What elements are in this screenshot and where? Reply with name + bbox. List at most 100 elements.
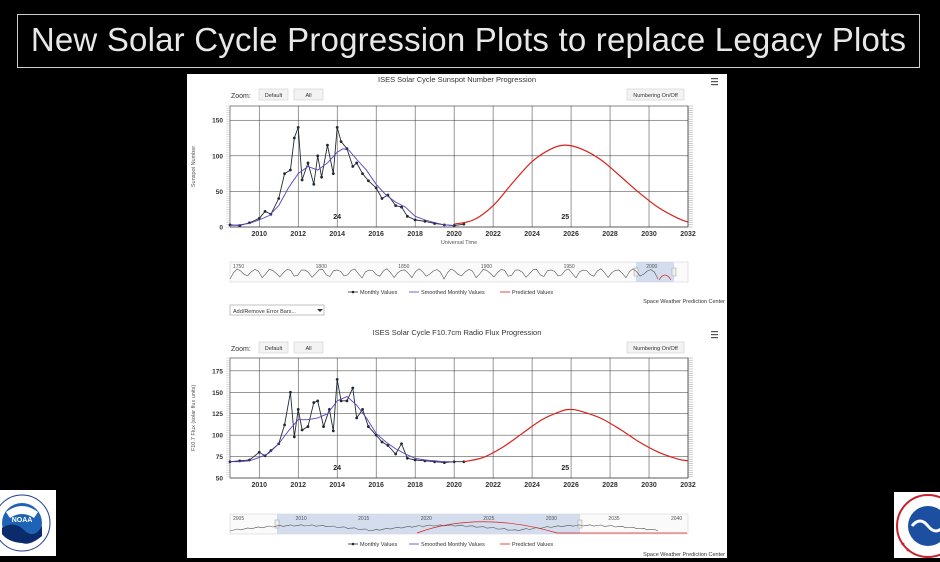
monthly-value-point[interactable] xyxy=(316,399,320,403)
monthly-value-point[interactable] xyxy=(306,161,310,165)
monthly-value-point[interactable] xyxy=(374,186,378,190)
x-tick-label: 2020 xyxy=(446,231,462,238)
y-tick-label: 100 xyxy=(212,153,223,160)
monthly-value-point[interactable] xyxy=(257,450,261,454)
monthly-value-point[interactable] xyxy=(289,390,292,394)
monthly-value-point[interactable] xyxy=(345,399,349,403)
monthly-value-point[interactable] xyxy=(312,401,316,404)
hamburger-menu-icon[interactable] xyxy=(711,78,718,86)
monthly-value-point[interactable] xyxy=(400,442,403,446)
navigator-tick-label: 2015 xyxy=(358,516,369,522)
monthly-value-point[interactable] xyxy=(331,172,335,176)
zoom-all-label: All xyxy=(305,346,311,352)
zoom-all-button[interactable]: All xyxy=(293,341,324,354)
monthly-value-point[interactable] xyxy=(386,444,390,447)
monthly-value-point[interactable] xyxy=(322,425,325,428)
monthly-value-point[interactable] xyxy=(355,416,359,420)
monthly-value-point[interactable] xyxy=(296,125,300,129)
navigator-predicted-line xyxy=(416,521,687,534)
legend-predicted-item[interactable]: Predicted Values xyxy=(500,290,553,296)
legend-monthly-item[interactable]: Monthly Values xyxy=(348,290,397,296)
numbering-toggle-button[interactable]: Numbering On/Off xyxy=(626,341,685,354)
x-tick-label: 2030 xyxy=(641,482,657,489)
monthly-value-point[interactable] xyxy=(292,435,296,439)
monthly-value-point[interactable] xyxy=(316,154,320,158)
monthly-value-point[interactable] xyxy=(296,408,300,411)
monthly-value-point[interactable] xyxy=(339,140,343,143)
y-tick-label: 150 xyxy=(212,118,223,125)
monthly-value-point[interactable] xyxy=(413,458,417,462)
monthly-value-point[interactable] xyxy=(394,452,398,456)
monthly-value-point[interactable] xyxy=(351,165,355,168)
monthly-value-point[interactable] xyxy=(380,197,384,200)
monthly-value-point[interactable] xyxy=(462,222,466,226)
sunspot-plot-area: 2010 2012 2014 2016 2018 2020 2022 2024 2026 2028… xyxy=(191,105,696,246)
monthly-value-point[interactable] xyxy=(263,209,267,213)
monthly-value-point[interactable] xyxy=(277,197,281,200)
zoom-default-button[interactable]: Default xyxy=(258,88,289,101)
monthly-value-point[interactable] xyxy=(306,425,310,428)
monthly-value-point[interactable] xyxy=(335,125,339,129)
navigator-handle-left[interactable] xyxy=(274,519,280,529)
error-bars-select[interactable]: Add/Remove Error Bars... xyxy=(229,304,325,316)
cycle-label: 24 xyxy=(333,465,341,472)
zoom-label: Zoom: xyxy=(231,93,251,100)
navigator-handle-right[interactable] xyxy=(671,267,677,277)
monthly-value-point[interactable] xyxy=(413,218,417,222)
flux-navigator[interactable]: 2005 2010 2015 2020 2025 2030 2035 2040 xyxy=(229,513,689,535)
navigator-tick-label: 1800 xyxy=(316,264,327,270)
x-tick-label: 2028 xyxy=(602,482,618,489)
monthly-value-point[interactable] xyxy=(335,378,339,381)
legend-smoothed-item[interactable]: Smoothed Monthly Values xyxy=(409,542,485,548)
monthly-value-point[interactable] xyxy=(269,449,273,452)
legend-smoothed-item[interactable]: Smoothed Monthly Values xyxy=(409,290,485,296)
monthly-value-point[interactable] xyxy=(366,179,370,183)
monthly-value-point[interactable] xyxy=(423,219,427,223)
monthly-value-point[interactable] xyxy=(361,172,364,176)
monthly-value-point[interactable] xyxy=(405,456,409,460)
monthly-value-point[interactable] xyxy=(339,399,343,403)
monthly-value-point[interactable] xyxy=(283,423,286,427)
monthly-value-point[interactable] xyxy=(355,161,359,165)
nws-logo xyxy=(894,492,940,558)
navigator-tick-label: 2010 xyxy=(296,516,307,522)
navigator-handle-right[interactable] xyxy=(577,519,583,529)
cycle-label: 25 xyxy=(561,465,569,472)
legend-predicted-item[interactable]: Predicted Values xyxy=(500,542,553,548)
zoom-default-button[interactable]: Default xyxy=(258,341,289,354)
monthly-value-point[interactable] xyxy=(283,172,286,176)
monthly-value-point[interactable] xyxy=(351,386,355,390)
legend-monthly-item[interactable]: Monthly Values xyxy=(348,542,397,548)
navigator-handle-left[interactable] xyxy=(633,267,639,277)
monthly-value-point[interactable] xyxy=(326,143,329,147)
monthly-value-point[interactable] xyxy=(380,440,384,444)
monthly-value-point[interactable] xyxy=(312,182,316,186)
monthly-value-point[interactable] xyxy=(292,136,296,140)
monthly-value-point[interactable] xyxy=(300,178,304,182)
numbering-toggle-button[interactable]: Numbering On/Off xyxy=(626,88,685,101)
x-tick-label: 2012 xyxy=(290,231,306,238)
monthly-value-point[interactable] xyxy=(361,408,364,411)
y-axis-label: F10.7 Flux (solar flux units) xyxy=(191,385,197,451)
monthly-value-point[interactable] xyxy=(405,214,409,218)
monthly-value-point[interactable] xyxy=(289,168,292,172)
monthly-value-point[interactable] xyxy=(394,204,398,208)
monthly-value-point[interactable] xyxy=(331,429,335,433)
smoothed-values-line xyxy=(229,148,455,227)
navigator-tick-label: 2040 xyxy=(671,516,682,522)
x-tick-label: 2010 xyxy=(251,482,267,489)
x-tick-label: 2022 xyxy=(485,231,501,238)
monthly-value-point[interactable] xyxy=(400,205,403,209)
x-tick-label: 2024 xyxy=(524,482,540,489)
numbering-toggle-label: Numbering On/Off xyxy=(633,346,678,352)
monthly-value-point[interactable] xyxy=(300,428,304,432)
sunspot-navigator[interactable]: 1750 1800 1850 1900 1950 2000 xyxy=(229,261,689,283)
monthly-value-point[interactable] xyxy=(320,175,323,179)
y-tick-label: 0 xyxy=(219,225,223,232)
swpc-credit-bottom: Space Weather Prediction Center xyxy=(643,552,725,558)
charts-svg: ISES Solar Cycle Sunspot Number Progress… xyxy=(191,75,725,558)
hamburger-menu-icon[interactable] xyxy=(711,331,718,339)
legend-monthly-label: Monthly Values xyxy=(360,542,397,548)
zoom-all-button[interactable]: All xyxy=(293,88,324,101)
monthly-value-point[interactable] xyxy=(366,425,370,428)
